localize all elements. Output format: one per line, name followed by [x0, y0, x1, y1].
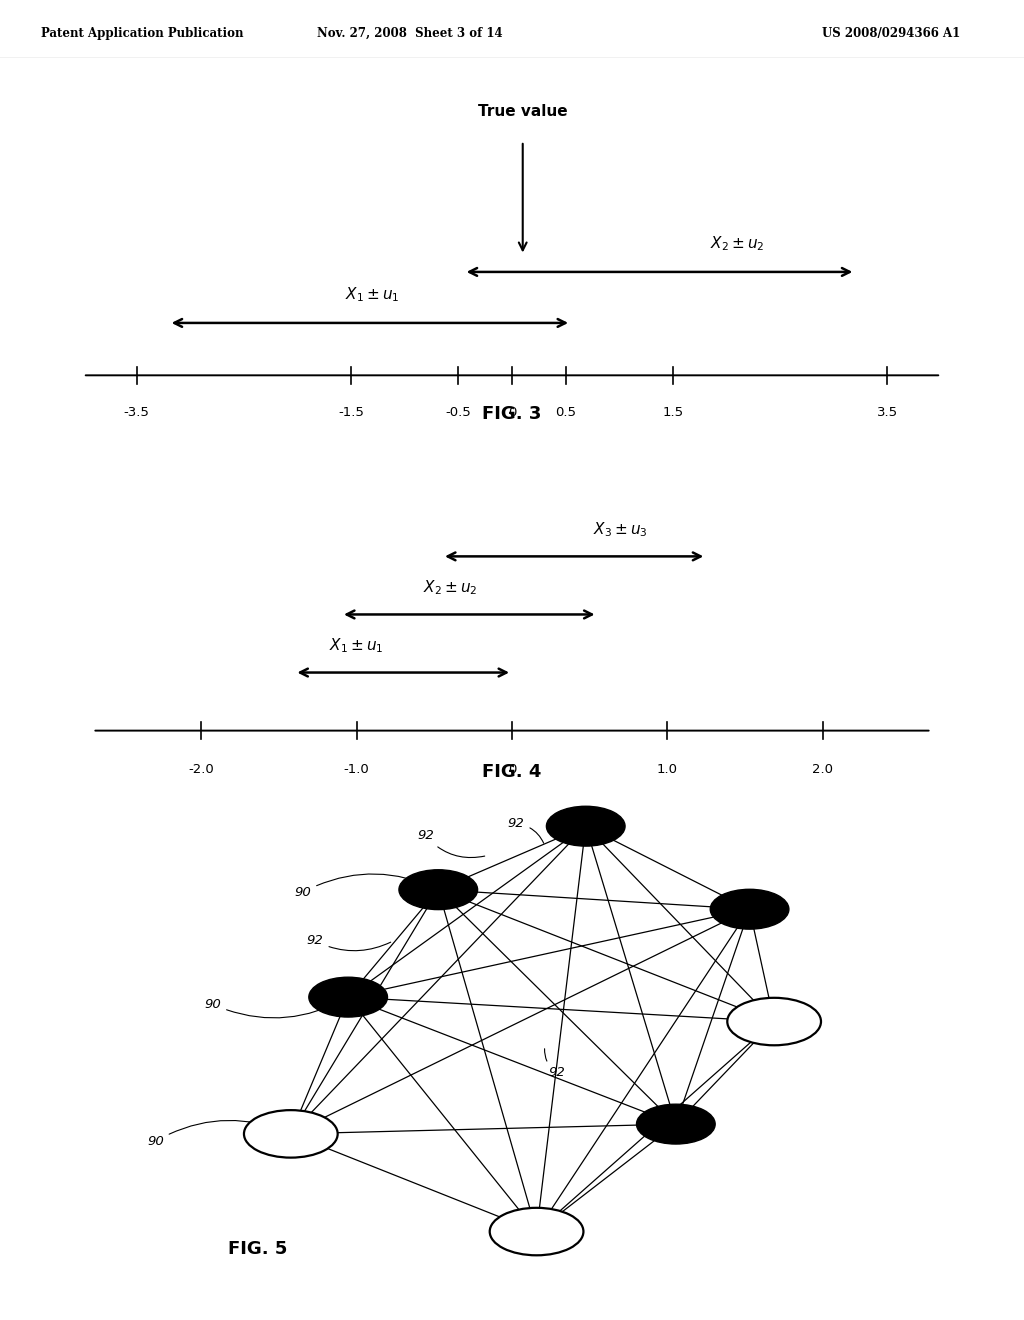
- Text: FIG. 4: FIG. 4: [482, 763, 542, 781]
- Ellipse shape: [637, 1105, 715, 1144]
- Text: $X_2\pm u_2$: $X_2\pm u_2$: [423, 578, 477, 597]
- Text: 92: 92: [545, 1048, 565, 1080]
- Text: FIG. 5: FIG. 5: [228, 1239, 288, 1258]
- Text: True value: True value: [478, 104, 567, 119]
- Ellipse shape: [399, 870, 477, 909]
- Ellipse shape: [489, 1208, 584, 1255]
- Text: US 2008/0294366 A1: US 2008/0294366 A1: [821, 26, 961, 40]
- Ellipse shape: [547, 807, 625, 846]
- Ellipse shape: [727, 998, 821, 1045]
- Text: Patent Application Publication: Patent Application Publication: [41, 26, 244, 40]
- Text: -1.0: -1.0: [344, 763, 370, 776]
- Text: 90: 90: [205, 998, 346, 1018]
- Ellipse shape: [711, 890, 788, 929]
- Text: $X_3\pm u_3$: $X_3\pm u_3$: [594, 520, 648, 539]
- Text: $X_1\pm u_1$: $X_1\pm u_1$: [330, 636, 384, 655]
- Text: 1.0: 1.0: [656, 763, 678, 776]
- Text: Nov. 27, 2008  Sheet 3 of 14: Nov. 27, 2008 Sheet 3 of 14: [316, 26, 503, 40]
- Text: -1.5: -1.5: [338, 405, 364, 418]
- Text: FIG. 3: FIG. 3: [482, 405, 542, 424]
- Text: -3.5: -3.5: [124, 405, 150, 418]
- Text: 3.5: 3.5: [877, 405, 898, 418]
- Text: 90: 90: [295, 874, 436, 899]
- Text: -0.5: -0.5: [445, 405, 471, 418]
- Text: $X_2\pm u_2$: $X_2\pm u_2$: [710, 234, 765, 252]
- Text: $X_1\pm u_1$: $X_1\pm u_1$: [345, 285, 399, 304]
- Text: 0.5: 0.5: [555, 405, 577, 418]
- Text: 2.0: 2.0: [812, 763, 834, 776]
- Ellipse shape: [244, 1110, 338, 1158]
- Text: 92: 92: [307, 935, 391, 950]
- Text: 1.5: 1.5: [663, 405, 683, 418]
- Text: 92: 92: [418, 829, 484, 858]
- Text: 0: 0: [508, 405, 516, 418]
- Text: 92: 92: [508, 817, 544, 843]
- Ellipse shape: [309, 977, 387, 1016]
- Text: 0: 0: [508, 763, 516, 776]
- Text: -2.0: -2.0: [188, 763, 214, 776]
- Text: 90: 90: [147, 1121, 289, 1147]
